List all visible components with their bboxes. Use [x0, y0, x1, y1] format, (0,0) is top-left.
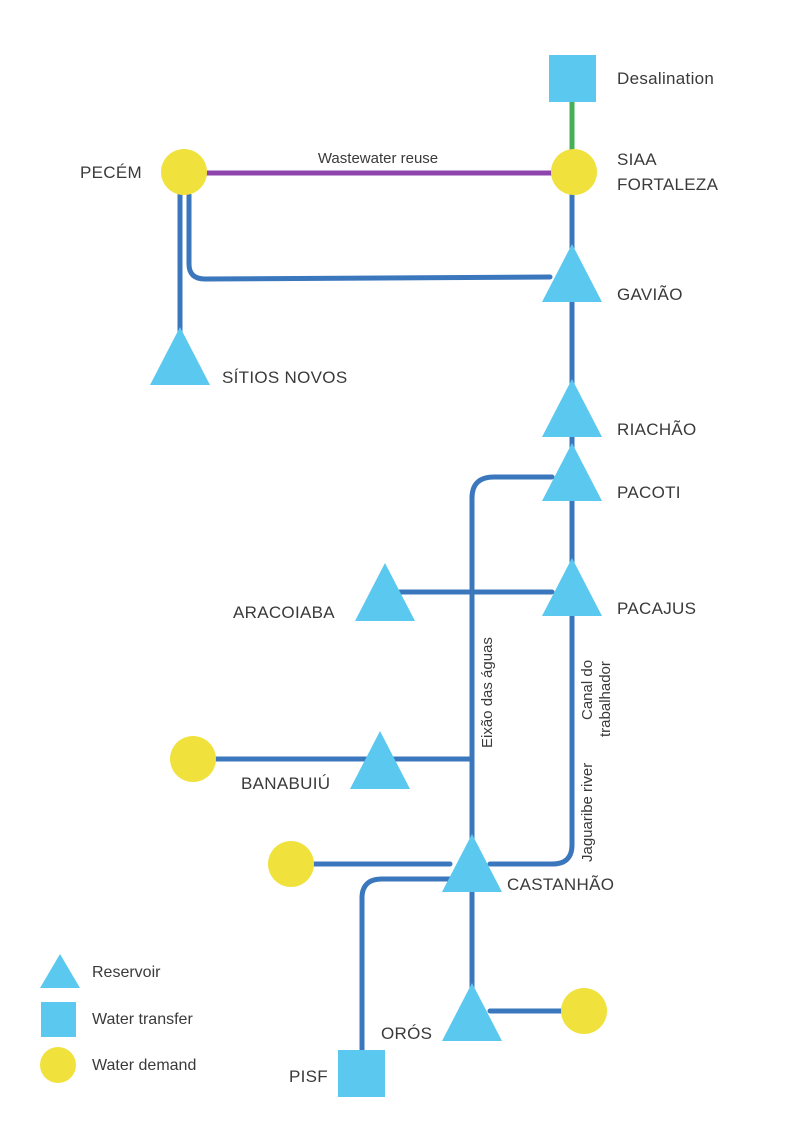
pacoti-label: PACOTI	[617, 483, 681, 502]
pacajus-triangle	[542, 558, 602, 616]
fortaleza-label: FORTALEZA	[617, 175, 719, 194]
aracoiaba-triangle	[355, 563, 415, 621]
sitios-novos-triangle	[150, 327, 210, 385]
trabalhador-label: trabalhador	[597, 661, 614, 737]
pecem-circle	[161, 149, 207, 195]
pisf-square	[338, 1050, 385, 1097]
jaguaribe-river-label: Jaguaribe river	[579, 763, 596, 862]
pipe-pisf-castanhao	[359, 876, 453, 1053]
castanhao-triangle	[442, 834, 502, 892]
wastewater-reuse-label: Wastewater reuse	[318, 150, 438, 167]
desalination-square	[549, 55, 596, 102]
pipe-pecem-gaviao	[186, 192, 553, 282]
sitios-novos-label: SÍTIOS NOVOS	[222, 368, 347, 387]
desalination-label: Desalination	[617, 69, 714, 88]
pipe-canal-do-trabalhador	[487, 612, 575, 867]
oros-label: ORÓS	[381, 1024, 432, 1043]
legend-water-transfer-label: Water transfer	[92, 1011, 193, 1028]
banabuiu-label: BANABUIÚ	[241, 774, 330, 793]
eixao-das-aguas-label: Eixão das águas	[479, 637, 496, 748]
banabuiu-demand-circle	[170, 736, 216, 782]
gaviao-triangle	[542, 244, 602, 302]
legend-reservoir-label: Reservoir	[92, 964, 161, 981]
pecem-label: PECÉM	[80, 163, 142, 182]
riachao-label: RIACHÃO	[617, 420, 697, 439]
castanhao-demand-circle	[268, 841, 314, 887]
pipe-eixao-das-aguas	[469, 474, 555, 843]
aracoiaba-label: ARACOIABA	[233, 603, 335, 622]
legend-water-transfer-icon	[41, 1002, 76, 1037]
canal-do-label: Canal do	[579, 660, 596, 720]
legend-water-demand-icon	[40, 1047, 76, 1083]
pacajus-label: PACAJUS	[617, 599, 696, 618]
riachao-triangle	[542, 379, 602, 437]
siaa-label: SIAA	[617, 150, 657, 169]
oros-triangle	[442, 983, 502, 1041]
banabuiu-triangle	[350, 731, 410, 789]
legend-reservoir-icon	[40, 954, 80, 988]
oros-demand-circle	[561, 988, 607, 1034]
pisf-label: PISF	[289, 1067, 328, 1086]
castanhao-label: CASTANHÃO	[507, 875, 614, 894]
siaa-fortaleza-circle	[551, 149, 597, 195]
legend-water-demand-label: Water demand	[92, 1057, 196, 1074]
pacoti-triangle	[542, 443, 602, 501]
gaviao-label: GAVIÃO	[617, 285, 683, 304]
